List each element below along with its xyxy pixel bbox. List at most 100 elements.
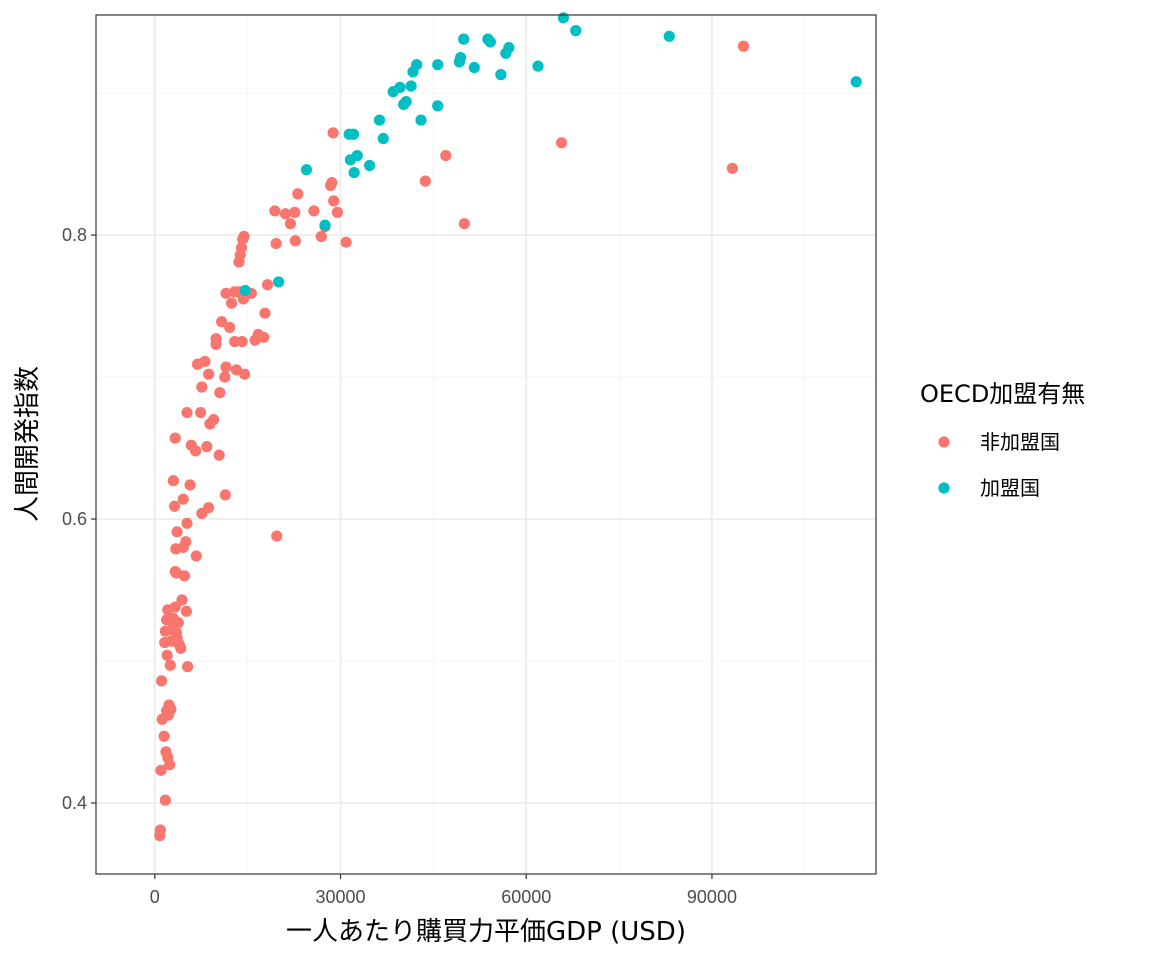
y-axis-title: 人間開発指数 [13, 366, 43, 522]
data-point [219, 489, 231, 501]
data-point [364, 159, 376, 172]
data-point [165, 703, 177, 715]
data-point [419, 175, 431, 187]
x-tick-label: 60000 [501, 887, 551, 907]
data-point [557, 12, 569, 24]
data-point [348, 167, 360, 179]
data-point [171, 526, 183, 538]
data-point [225, 297, 238, 309]
data-point [503, 42, 515, 54]
data-point [315, 230, 327, 243]
data-point [213, 449, 225, 461]
legend-key [938, 482, 950, 494]
data-point [210, 333, 222, 345]
legend-label: 非加盟国 [980, 430, 1060, 454]
data-point [258, 331, 270, 343]
data-point [300, 164, 313, 176]
data-point [737, 40, 750, 52]
data-point [400, 96, 412, 108]
legend-title: OECD加盟有無 [920, 380, 1085, 408]
y-tick-label: 0.4 [62, 793, 87, 813]
data-point [351, 149, 363, 162]
data-point [229, 286, 241, 298]
data-point [415, 114, 427, 126]
data-point [726, 162, 738, 174]
data-point [319, 219, 331, 231]
plot-panel [96, 15, 876, 874]
data-point [279, 208, 292, 220]
series-non-member [154, 40, 750, 842]
data-point [308, 205, 320, 217]
data-point [273, 276, 285, 288]
data-point [158, 730, 170, 742]
data-point [180, 536, 192, 548]
data-point [259, 307, 271, 319]
major-gridlines [96, 15, 876, 874]
data-point [484, 36, 496, 48]
x-tick-label: 0 [150, 887, 160, 907]
data-point [154, 824, 166, 836]
x-axis-ticks: 0 30000 60000 90000 [150, 874, 737, 907]
data-point [238, 368, 251, 380]
data-point [172, 617, 184, 629]
data-point [175, 642, 187, 654]
data-point [164, 759, 176, 771]
data-point [850, 76, 862, 88]
data-point [169, 500, 181, 512]
data-point [181, 517, 193, 529]
data-point [495, 69, 507, 81]
data-point [411, 59, 423, 71]
data-point [570, 25, 582, 37]
data-point [181, 406, 193, 419]
data-point [468, 61, 480, 74]
data-point [238, 230, 250, 243]
data-point [220, 361, 232, 373]
legend-key [938, 436, 950, 448]
y-tick-label: 0.8 [62, 225, 87, 245]
x-axis-title: 一人あたり購買力平価GDP (USD) [286, 917, 686, 947]
data-point [292, 188, 304, 200]
data-point [239, 284, 251, 297]
data-point [458, 33, 470, 45]
data-point [271, 530, 283, 542]
data-point [164, 659, 176, 671]
data-point [219, 371, 231, 383]
data-point [159, 794, 171, 806]
data-point [235, 242, 248, 254]
data-point [340, 236, 352, 248]
data-point [214, 387, 226, 399]
data-points [154, 12, 862, 842]
data-point [289, 235, 301, 247]
data-point [455, 51, 467, 64]
data-point [220, 287, 232, 299]
data-point [331, 206, 344, 218]
data-point [182, 661, 194, 673]
data-point [180, 605, 192, 617]
data-point [169, 601, 181, 613]
data-point [440, 149, 452, 162]
data-point [190, 445, 202, 457]
data-point [458, 218, 470, 230]
x-tick-label: 30000 [315, 887, 365, 907]
data-point [373, 114, 386, 126]
data-point [347, 128, 360, 140]
data-point [201, 441, 213, 453]
data-point [326, 176, 338, 189]
data-point [663, 30, 675, 42]
data-point [327, 127, 339, 139]
data-point [169, 432, 181, 444]
data-point [195, 406, 207, 419]
data-point [284, 218, 296, 230]
data-point [177, 493, 189, 505]
data-point [208, 414, 220, 426]
data-point [269, 205, 281, 217]
data-point [156, 675, 168, 687]
data-point [289, 206, 301, 218]
data-point [167, 475, 179, 487]
data-point [236, 335, 248, 348]
data-point [405, 80, 417, 92]
data-point [432, 100, 444, 112]
data-point [224, 321, 236, 333]
